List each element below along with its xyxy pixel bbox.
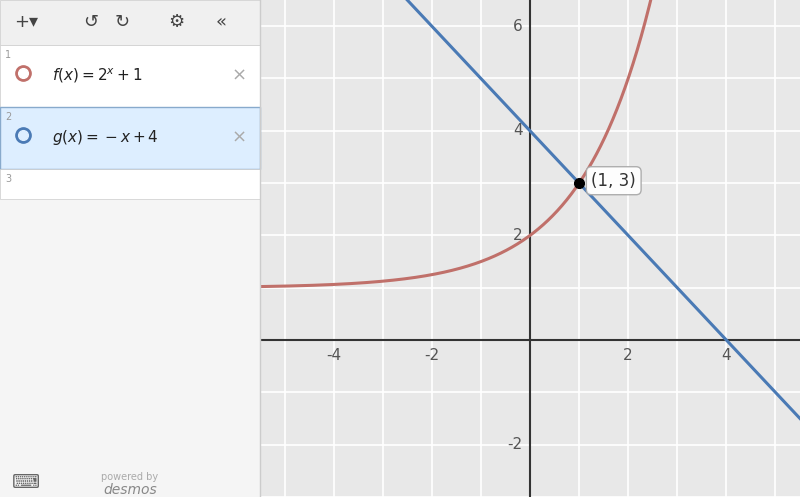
FancyBboxPatch shape: [0, 169, 260, 199]
Text: «: «: [215, 13, 226, 31]
Text: -2: -2: [507, 437, 522, 452]
Text: -4: -4: [326, 348, 341, 363]
Text: desmos: desmos: [103, 483, 157, 497]
Text: ×: ×: [232, 67, 246, 85]
Text: $g(x) = -x + 4$: $g(x) = -x + 4$: [52, 128, 158, 148]
Text: -2: -2: [424, 348, 439, 363]
Text: ↻: ↻: [114, 13, 130, 31]
Text: $f(x) = 2^x + 1$: $f(x) = 2^x + 1$: [52, 67, 142, 85]
FancyBboxPatch shape: [0, 107, 260, 169]
Text: 1: 1: [6, 50, 11, 60]
Text: ⌨: ⌨: [12, 473, 40, 492]
Text: ↺: ↺: [83, 13, 98, 31]
Text: +▾: +▾: [14, 13, 38, 31]
Text: 4: 4: [722, 348, 731, 363]
Text: powered by: powered by: [102, 472, 158, 482]
Text: 4: 4: [513, 123, 522, 138]
Text: ⚙: ⚙: [169, 13, 185, 31]
Text: 2: 2: [513, 228, 522, 243]
FancyBboxPatch shape: [0, 0, 260, 45]
Text: (1, 3): (1, 3): [591, 172, 636, 190]
Text: 2: 2: [6, 112, 11, 122]
Text: 6: 6: [513, 19, 522, 34]
Text: 2: 2: [623, 348, 633, 363]
Text: 3: 3: [6, 174, 11, 184]
Text: ×: ×: [232, 129, 246, 147]
FancyBboxPatch shape: [0, 45, 260, 107]
